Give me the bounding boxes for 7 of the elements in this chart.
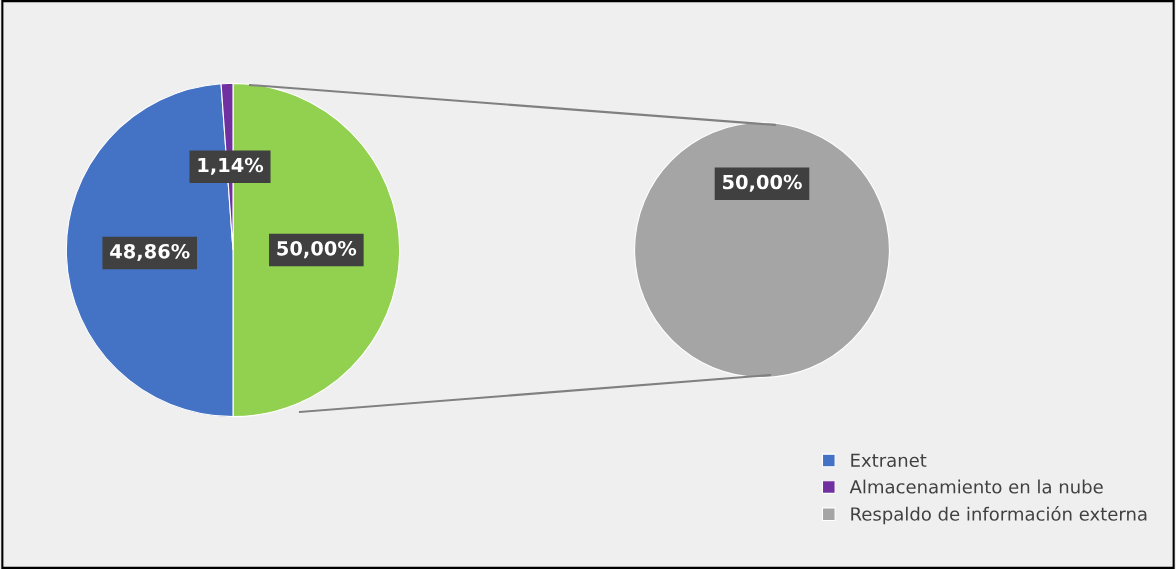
data-label: 48,86% <box>110 243 190 262</box>
legend-label: Almacenamiento en la nube <box>849 479 1103 494</box>
data-label: 50,00% <box>277 240 357 259</box>
legend-label: Respaldo de información externa <box>851 506 1147 525</box>
data-label: 50,00% <box>723 174 802 192</box>
legend-label: Extranet <box>851 453 927 468</box>
data-label: 1,14% <box>198 157 264 175</box>
